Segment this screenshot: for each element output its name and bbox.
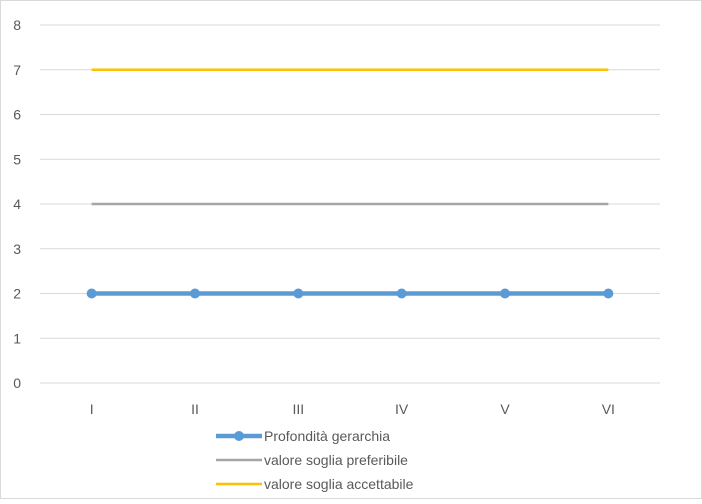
y-tick-label: 1 [13, 330, 21, 346]
legend-label: valore soglia preferibile [264, 452, 408, 468]
y-tick-label: 3 [13, 241, 21, 257]
data-point [603, 288, 614, 299]
y-tick-label: 6 [13, 107, 21, 123]
x-axis-tick-labels: I II III IV V VI [90, 401, 615, 417]
y-tick-label: 5 [13, 151, 21, 167]
data-point [86, 288, 97, 299]
y-tick-label: 0 [13, 375, 21, 391]
y-tick-label: 7 [13, 62, 21, 78]
x-tick-label: V [500, 401, 510, 417]
legend-label: Profondità gerarchia [264, 428, 390, 444]
data-point [293, 288, 304, 299]
x-tick-label: VI [602, 401, 615, 417]
y-axis-tick-labels: 0 1 2 3 4 5 6 7 8 [13, 17, 21, 391]
y-tick-label: 4 [13, 196, 21, 212]
legend-marker [234, 431, 244, 441]
data-point [500, 288, 510, 299]
data-point [396, 288, 407, 299]
data-point [190, 288, 200, 299]
y-tick-label: 8 [13, 17, 21, 33]
x-tick-label: II [191, 401, 199, 417]
x-tick-label: III [292, 401, 304, 417]
legend-label: valore soglia accettabile [264, 476, 414, 492]
y-tick-label: 2 [13, 286, 21, 302]
legend: Profondità gerarchia valore soglia prefer… [216, 428, 414, 492]
x-tick-label: I [90, 401, 94, 417]
x-tick-label: IV [395, 401, 409, 417]
series-lines [86, 68, 614, 299]
